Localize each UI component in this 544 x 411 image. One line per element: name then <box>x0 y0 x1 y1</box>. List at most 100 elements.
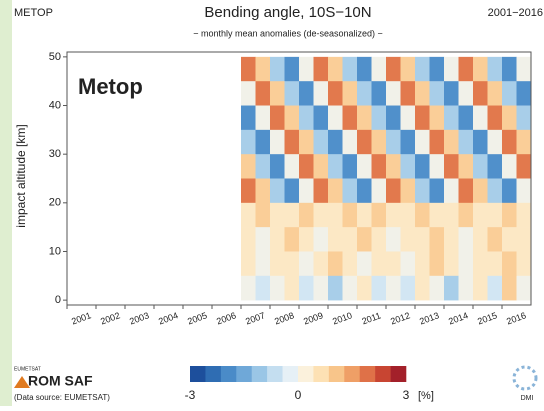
heat-cell <box>342 202 358 228</box>
heat-cell <box>400 251 416 277</box>
heat-cell <box>415 105 430 131</box>
heat-cell <box>299 251 314 277</box>
heat-cell <box>400 178 416 204</box>
heat-cell <box>313 275 329 301</box>
x-tick-label: 2014 <box>447 310 469 326</box>
heat-cell <box>371 227 387 252</box>
heat-cell <box>299 154 314 179</box>
heat-cell <box>458 227 474 252</box>
heat-cell <box>444 129 459 155</box>
heat-cell <box>487 227 503 252</box>
logo-icon <box>512 365 538 391</box>
header-left: METOP <box>14 7 53 19</box>
heat-cell <box>313 227 329 252</box>
heat-cell <box>502 227 517 252</box>
heat-cell <box>270 251 285 277</box>
heat-cell <box>487 178 503 204</box>
colorbar-tick-label: 0 <box>295 388 302 402</box>
heat-cell <box>241 81 256 106</box>
heat-cell <box>284 178 300 204</box>
heat-cell <box>255 178 271 204</box>
heat-cell <box>299 178 314 204</box>
heat-cell <box>357 56 372 82</box>
heat-cell <box>255 227 271 252</box>
colorbar-swatch <box>251 366 268 382</box>
x-tick-label: 2013 <box>418 310 440 326</box>
heat-cell <box>328 227 343 252</box>
heat-cell <box>516 251 532 277</box>
colorbar-tick-label: -3 <box>185 388 196 402</box>
heat-cell <box>371 81 387 106</box>
heat-cell <box>429 56 445 82</box>
heat-cell <box>270 202 285 228</box>
heat-cell <box>255 154 271 179</box>
y-tick-label: 50 <box>49 51 61 63</box>
heat-cell <box>313 202 329 228</box>
heat-cell <box>342 227 358 252</box>
heat-cell <box>444 202 459 228</box>
heat-cell <box>487 275 503 301</box>
heat-cell <box>270 105 285 131</box>
heat-cell <box>516 56 532 82</box>
heat-cell <box>371 154 387 179</box>
heat-cell <box>516 105 532 131</box>
heat-cell <box>386 129 401 155</box>
heat-cell <box>270 227 285 252</box>
y-tick-label: 10 <box>49 245 61 257</box>
heat-cell <box>400 202 416 228</box>
heat-cell <box>502 56 517 82</box>
x-tick-label: 2006 <box>215 310 237 326</box>
heat-cell <box>487 154 503 179</box>
x-tick-label: 2009 <box>302 310 324 326</box>
heat-cell <box>241 129 256 155</box>
x-tick-label: 2011 <box>360 310 382 326</box>
logo-text: DMI <box>521 395 534 402</box>
heat-cell <box>270 81 285 106</box>
heat-cell <box>458 105 474 131</box>
heat-cell <box>313 81 329 106</box>
heat-cell <box>502 154 517 179</box>
colorbar-swatch <box>375 366 391 382</box>
heat-cell <box>328 178 343 204</box>
y-tick-label: 40 <box>49 99 61 111</box>
heat-cell <box>342 154 358 179</box>
heatmap <box>241 56 532 301</box>
heat-cell <box>516 202 532 228</box>
heat-cell <box>328 154 343 179</box>
heat-cell <box>415 275 430 301</box>
heat-cell <box>473 105 488 131</box>
heat-cell <box>400 154 416 179</box>
heat-cell <box>429 81 445 106</box>
heat-cell <box>473 154 488 179</box>
heat-cell <box>444 251 459 277</box>
colorbar-unit: [%] <box>418 390 434 402</box>
heat-cell <box>487 202 503 228</box>
x-tick-label: 2016 <box>505 310 527 326</box>
heat-cell <box>473 56 488 82</box>
heat-cell <box>342 275 358 301</box>
heat-cell <box>342 251 358 277</box>
heat-cell <box>284 227 300 252</box>
heat-cell <box>284 251 300 277</box>
heat-cell <box>270 178 285 204</box>
heat-cell <box>487 81 503 106</box>
heat-cell <box>270 56 285 82</box>
heat-cell <box>241 154 256 179</box>
annotation: Metop <box>78 74 143 99</box>
heat-cell <box>313 251 329 277</box>
y-tick-label: 30 <box>49 148 61 160</box>
heat-cell <box>516 154 532 179</box>
heat-cell <box>357 275 372 301</box>
heat-cell <box>255 56 271 82</box>
heat-cell <box>458 178 474 204</box>
heat-cell <box>473 251 488 277</box>
heat-cell <box>255 202 271 228</box>
heat-cell <box>386 105 401 131</box>
heat-cell <box>516 178 532 204</box>
colorbar-swatch <box>359 366 376 382</box>
heat-cell <box>371 105 387 131</box>
heat-cell <box>458 81 474 106</box>
heat-cell <box>386 202 401 228</box>
colorbar-swatch <box>236 366 253 382</box>
heat-cell <box>415 81 430 106</box>
